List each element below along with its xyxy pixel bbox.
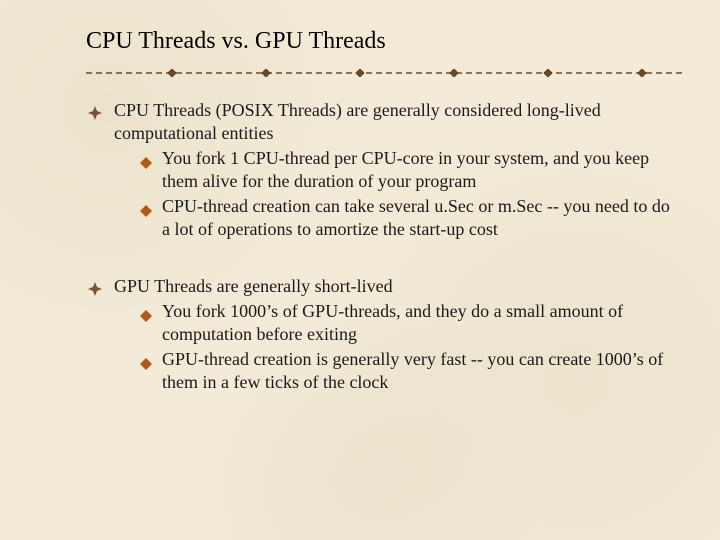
level-2-text: You fork 1000’s of GPU-threads, and they… xyxy=(162,300,680,346)
level-2-text: CPU-thread creation can take several u.S… xyxy=(162,195,680,241)
diamond-bullet-icon xyxy=(140,353,152,365)
title-divider xyxy=(86,69,682,77)
diamond-bullet-icon xyxy=(140,152,152,164)
level-2-item: CPU-thread creation can take several u.S… xyxy=(140,195,680,241)
level-2-text: You fork 1 CPU-thread per CPU-core in yo… xyxy=(162,147,680,193)
level-1-item: CPU Threads (POSIX Threads) are generall… xyxy=(88,99,680,145)
section: CPU Threads (POSIX Threads) are generall… xyxy=(88,99,680,241)
level-2-text: GPU-thread creation is generally very fa… xyxy=(162,348,680,394)
diamond-bullet-icon xyxy=(140,305,152,317)
section: GPU Threads are generally short-lived Yo… xyxy=(88,275,680,394)
cross-bullet-icon xyxy=(88,279,102,293)
diamond-bullet-icon xyxy=(140,200,152,212)
level-2-group: You fork 1 CPU-thread per CPU-core in yo… xyxy=(140,147,680,241)
cross-bullet-icon xyxy=(88,103,102,117)
level-1-text: CPU Threads (POSIX Threads) are generall… xyxy=(114,99,680,145)
level-2-group: You fork 1000’s of GPU-threads, and they… xyxy=(140,300,680,394)
slide-body: CPU Threads (POSIX Threads) are generall… xyxy=(88,99,680,394)
level-2-item: You fork 1 CPU-thread per CPU-core in yo… xyxy=(140,147,680,193)
level-2-item: You fork 1000’s of GPU-threads, and they… xyxy=(140,300,680,346)
level-1-text: GPU Threads are generally short-lived xyxy=(114,275,680,298)
level-1-item: GPU Threads are generally short-lived xyxy=(88,275,680,298)
level-2-item: GPU-thread creation is generally very fa… xyxy=(140,348,680,394)
slide-title: CPU Threads vs. GPU Threads xyxy=(86,28,680,55)
